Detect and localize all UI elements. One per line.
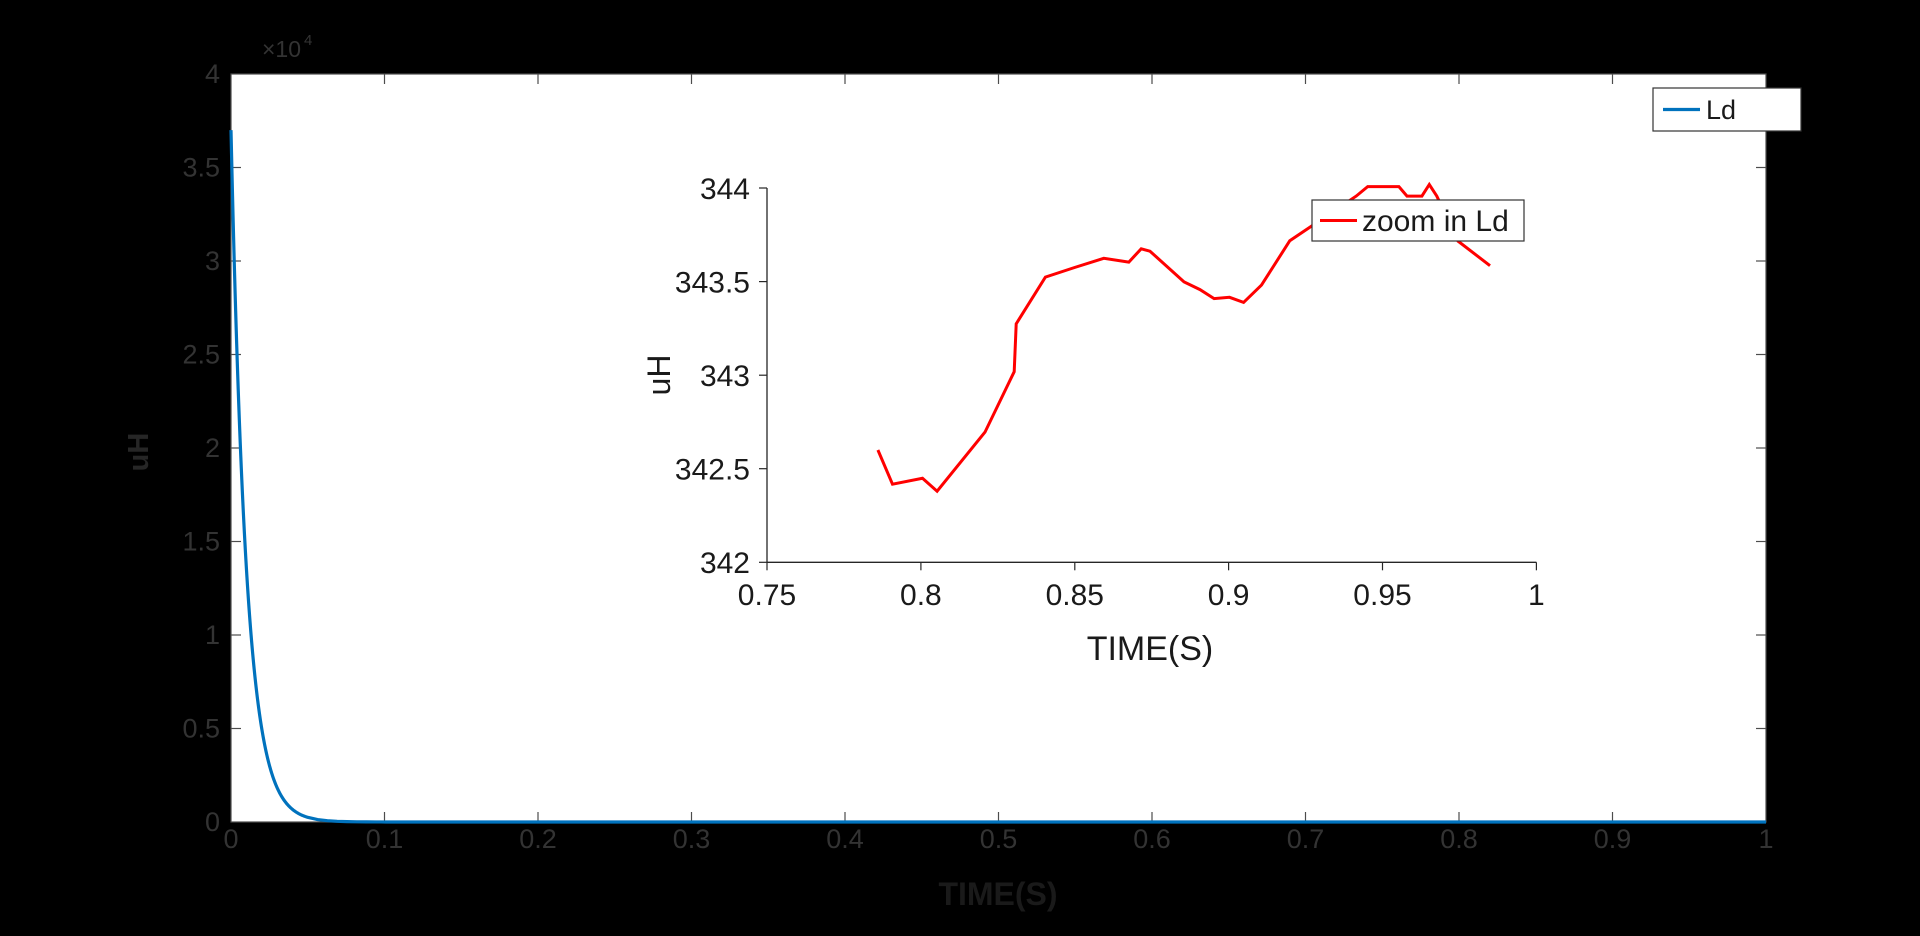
svg-text:342: 342: [700, 547, 750, 580]
svg-text:0.2: 0.2: [519, 824, 557, 854]
svg-text:343: 343: [700, 360, 750, 393]
svg-text:1: 1: [205, 620, 220, 650]
svg-text:TIME(S): TIME(S): [938, 876, 1057, 912]
svg-text:0.9: 0.9: [1594, 824, 1632, 854]
svg-text:uH: uH: [641, 355, 677, 396]
svg-text:3: 3: [205, 246, 220, 276]
svg-text:0.95: 0.95: [1353, 579, 1411, 612]
svg-text:0: 0: [205, 807, 220, 837]
svg-text:zoom in Ld: zoom in Ld: [1362, 205, 1509, 238]
svg-text:0.1: 0.1: [366, 824, 404, 854]
svg-text:1.5: 1.5: [182, 527, 220, 557]
svg-text:0.7: 0.7: [1287, 824, 1325, 854]
svg-text:4: 4: [205, 59, 220, 89]
svg-text:0.8: 0.8: [1440, 824, 1478, 854]
svg-text:0.5: 0.5: [980, 824, 1018, 854]
svg-text:0.3: 0.3: [673, 824, 711, 854]
svg-text:342.5: 342.5: [675, 454, 750, 487]
svg-text:4: 4: [304, 32, 312, 49]
svg-text:uH: uH: [123, 433, 155, 472]
svg-text:0.4: 0.4: [826, 824, 864, 854]
svg-text:0.9: 0.9: [1208, 579, 1250, 612]
svg-text:Ld: Ld: [1706, 95, 1736, 125]
svg-text:0.5: 0.5: [182, 714, 220, 744]
svg-text:1: 1: [1528, 579, 1545, 612]
svg-text:2: 2: [205, 433, 220, 463]
svg-text:343.5: 343.5: [675, 267, 750, 300]
svg-text:TIME(S): TIME(S): [1087, 630, 1214, 668]
svg-text:1: 1: [1758, 824, 1773, 854]
svg-text:0: 0: [223, 824, 238, 854]
svg-text:2.5: 2.5: [182, 340, 220, 370]
svg-text:3.5: 3.5: [182, 153, 220, 183]
svg-text:0.75: 0.75: [738, 579, 796, 612]
svg-text:0.6: 0.6: [1133, 824, 1171, 854]
svg-text:0.8: 0.8: [900, 579, 942, 612]
svg-text:0.85: 0.85: [1046, 579, 1104, 612]
svg-text:×10: ×10: [262, 36, 301, 62]
svg-text:344: 344: [700, 173, 750, 206]
